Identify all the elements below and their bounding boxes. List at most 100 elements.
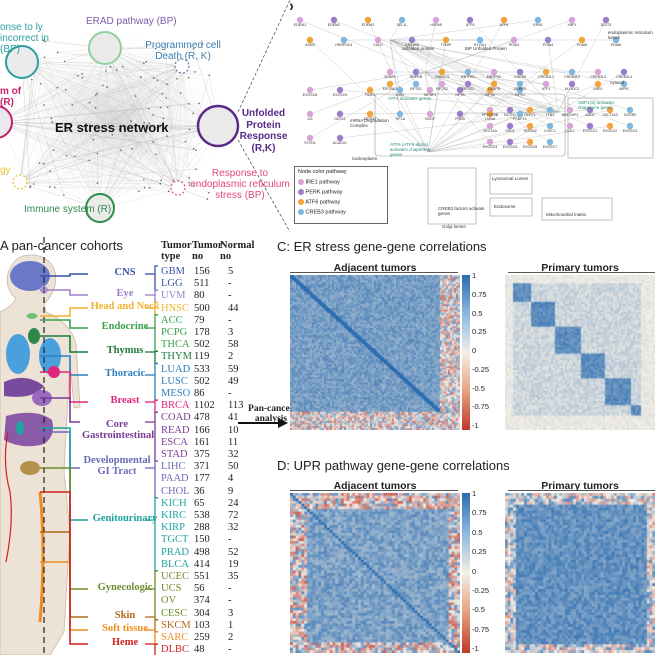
network-gene-dot <box>49 186 51 188</box>
gene-label: IL8 <box>300 117 320 121</box>
network-gene-dot <box>166 135 168 137</box>
network-gene-dot <box>135 95 137 97</box>
tumor-type-cell: MESO <box>161 388 190 401</box>
tumor-type-cell: UCS <box>161 583 181 596</box>
body-silhouette <box>0 255 80 655</box>
colorbar-tick: 1 <box>472 489 476 498</box>
network-gene-dot <box>53 149 55 151</box>
left-lung-organ <box>6 334 30 374</box>
normal-no-cell: 35 <box>228 571 239 584</box>
heatmap-d-adjacent <box>290 493 460 653</box>
gene-label: EXOSC4 <box>480 145 500 149</box>
network-gene-dot <box>65 89 67 91</box>
autophagy-label: gy <box>0 165 11 176</box>
network-gene-dot <box>74 156 76 158</box>
gene-label: CEBPB <box>484 87 504 91</box>
heatmap-c-primary <box>505 275 655 430</box>
normal-no-cell: 19 <box>228 559 239 572</box>
network-gene-dot <box>153 77 155 79</box>
tumor-type-cell: LUSC <box>161 376 188 389</box>
response-node[interactable] <box>171 181 185 195</box>
network-gene-dot <box>143 179 145 181</box>
panel-d-right-rule <box>508 490 655 491</box>
normal-no-cell: - <box>228 290 232 303</box>
network-gene-dot <box>198 103 200 105</box>
normal-no-cell: 4 <box>228 473 233 486</box>
tumor-no-cell: 533 <box>194 364 210 377</box>
autophagy-node[interactable] <box>13 175 27 189</box>
gene-label: CREB3L2 <box>562 75 582 79</box>
colorbar-tick: -0.75 <box>472 625 489 634</box>
pathway-annotation: Lysosomal Lumen <box>492 176 542 181</box>
tumor-no-cell: 80 <box>194 290 205 303</box>
normal-no-cell: 3 <box>228 608 233 621</box>
network-gene-dot <box>97 152 99 154</box>
gene-label: LMNA <box>480 117 500 121</box>
tumor-no-cell: 36 <box>194 486 205 499</box>
colorbar-tick: 1 <box>472 271 476 280</box>
gene-label: SYVN1 <box>300 141 320 145</box>
pathway-annotation: Golgi lumen <box>442 224 492 229</box>
tumor-type-cell: PAAD <box>161 473 189 486</box>
tumor-no-cell: 502 <box>194 339 210 352</box>
gene-label: MBTPS2 <box>484 75 504 79</box>
tumor-type-cell: HNSC <box>161 303 189 316</box>
pcd-label: Programmed cell Death (R, K) <box>138 40 228 62</box>
network-gene-dot <box>105 70 107 72</box>
upr-node[interactable] <box>198 106 238 146</box>
kidney-organ <box>16 421 24 435</box>
gene-label: EDEM2 <box>324 23 344 27</box>
legend-label-perk: PERK pathway <box>306 189 343 195</box>
network-gene-dot <box>152 114 154 116</box>
normal-no-cell: 9 <box>228 486 233 499</box>
network-gene-dot <box>192 112 194 114</box>
network-gene-dot <box>176 78 178 80</box>
network-gene-dot <box>110 66 112 68</box>
normal-no-cell: 32 <box>228 522 239 535</box>
network-gene-dot <box>138 191 140 193</box>
pathway-annotation: cytosol <box>610 80 655 85</box>
tumor-no-cell: 371 <box>194 461 210 474</box>
tumor-no-cell: 119 <box>194 351 209 364</box>
gene-label: CREB3L1 <box>536 75 556 79</box>
system-label: Thymus <box>90 345 160 356</box>
gene-label: TATDN2 <box>520 129 540 133</box>
upr-pathway-panel: b Node color pathway IRE1 pathway PERK p… <box>290 0 655 232</box>
network-gene-dot <box>96 93 98 95</box>
gene-label: ASNS <box>300 43 320 47</box>
erad-node[interactable] <box>89 32 121 64</box>
gene-label: EXOSC1 <box>580 129 600 133</box>
normal-no-cell: - <box>228 595 232 608</box>
network-gene-dot <box>51 121 53 123</box>
legend-item-atf6: ATF6 pathway <box>298 199 340 205</box>
gene-label: CREB3 <box>510 75 530 79</box>
normal-no-cell: - <box>228 278 232 291</box>
normal-no-cell: 59 <box>228 364 239 377</box>
tumor-type-cell: LUAD <box>161 364 190 377</box>
network-gene-dot <box>122 66 124 68</box>
network-gene-dot <box>148 108 150 110</box>
network-gene-dot <box>160 180 162 182</box>
tumor-type-cell: KIRP <box>161 522 185 535</box>
colorbar-tick: -0.5 <box>472 605 485 614</box>
network-gene-dot <box>155 153 157 155</box>
legend-title: Node color pathway <box>298 169 347 175</box>
gene-label: ERN1 <box>528 23 548 27</box>
tumor-no-cell: 414 <box>194 559 210 572</box>
network-gene-dot <box>82 77 84 79</box>
creb3-swatch-icon <box>298 209 304 215</box>
gene-label: EXOSC7 <box>540 145 560 149</box>
tumor-no-cell: 374 <box>194 595 210 608</box>
network-gene-dot <box>51 117 53 119</box>
network-gene-dot <box>120 149 122 151</box>
gene-label: PDIA5 <box>572 43 592 47</box>
gene-label: IGFBP1 <box>420 93 440 97</box>
network-gene-dot <box>160 107 162 109</box>
tumor-no-cell: 86 <box>194 388 205 401</box>
gene-label: CXXC1 <box>540 129 560 133</box>
